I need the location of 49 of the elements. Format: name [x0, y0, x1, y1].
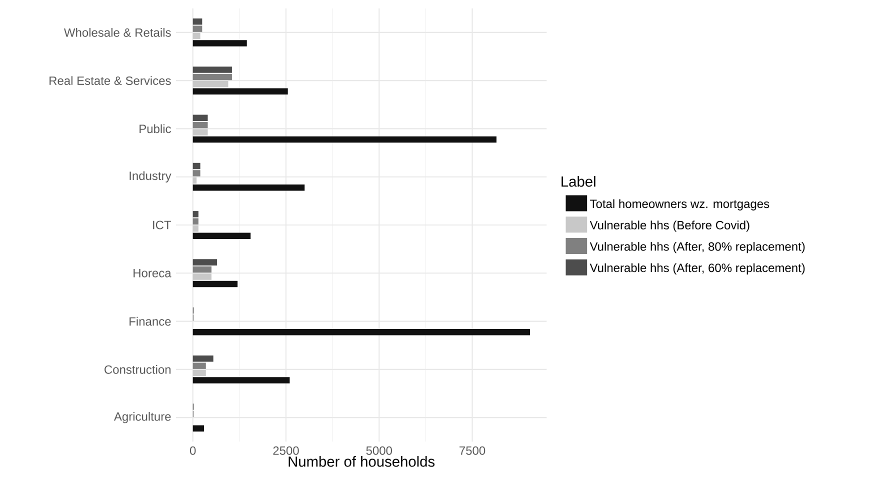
- bar: [192, 280, 238, 288]
- legend-label: Vulnerable hhs (After, 80% replacement): [590, 242, 805, 254]
- y-tick-label: Finance: [130, 316, 171, 326]
- bar: [192, 18, 202, 25]
- bar: [192, 136, 496, 143]
- y-tick-label: Construction: [104, 365, 171, 374]
- legend-label: Vulnerable hhs (Before Covid): [590, 220, 750, 232]
- x-tick-label: 5000: [366, 446, 392, 455]
- bar: [192, 232, 251, 239]
- bar: [192, 88, 288, 95]
- bar: [192, 170, 200, 176]
- bar: [192, 266, 212, 273]
- legend-label: Total homeowners wz. mortgages: [590, 199, 770, 210]
- y-tick-label: Real Estate & Services: [50, 76, 171, 85]
- bar: [192, 355, 214, 362]
- legend-title: Label: [562, 176, 596, 187]
- bar: [192, 26, 202, 32]
- y-tick-label: Wholesale & Retails: [64, 28, 171, 37]
- y-tick-label: Horeca: [134, 268, 172, 278]
- bar: [192, 162, 200, 170]
- bar: [192, 211, 198, 218]
- bar: [192, 370, 206, 376]
- bar: [192, 122, 208, 128]
- bar: [192, 81, 228, 88]
- x-tick-label: 7500: [460, 446, 486, 455]
- x-tick-label: 0: [190, 446, 196, 455]
- bar: [192, 218, 198, 225]
- bar: [192, 425, 204, 432]
- y-tick-label: Industry: [130, 171, 172, 182]
- bar: [192, 259, 218, 266]
- bar: [192, 74, 232, 80]
- bar: [192, 328, 530, 336]
- bar: [192, 32, 200, 40]
- bar: [192, 377, 290, 384]
- bar: [192, 274, 212, 280]
- legend-label: Vulnerable hhs (After, 60% replacement): [590, 263, 805, 274]
- x-tick-label: 2500: [273, 446, 299, 455]
- bar: [192, 184, 305, 191]
- y-tick-label: Public: [140, 124, 171, 134]
- y-tick-label: Agriculture: [114, 412, 171, 424]
- bar: [192, 114, 208, 121]
- bar: [192, 177, 197, 184]
- bar: [192, 66, 232, 73]
- y-tick-label: ICT: [153, 220, 172, 230]
- bar: [192, 129, 208, 136]
- bar: [192, 40, 247, 46]
- bar: [192, 225, 198, 232]
- x-axis-title: Number of households: [288, 456, 435, 467]
- bar: [192, 362, 206, 369]
